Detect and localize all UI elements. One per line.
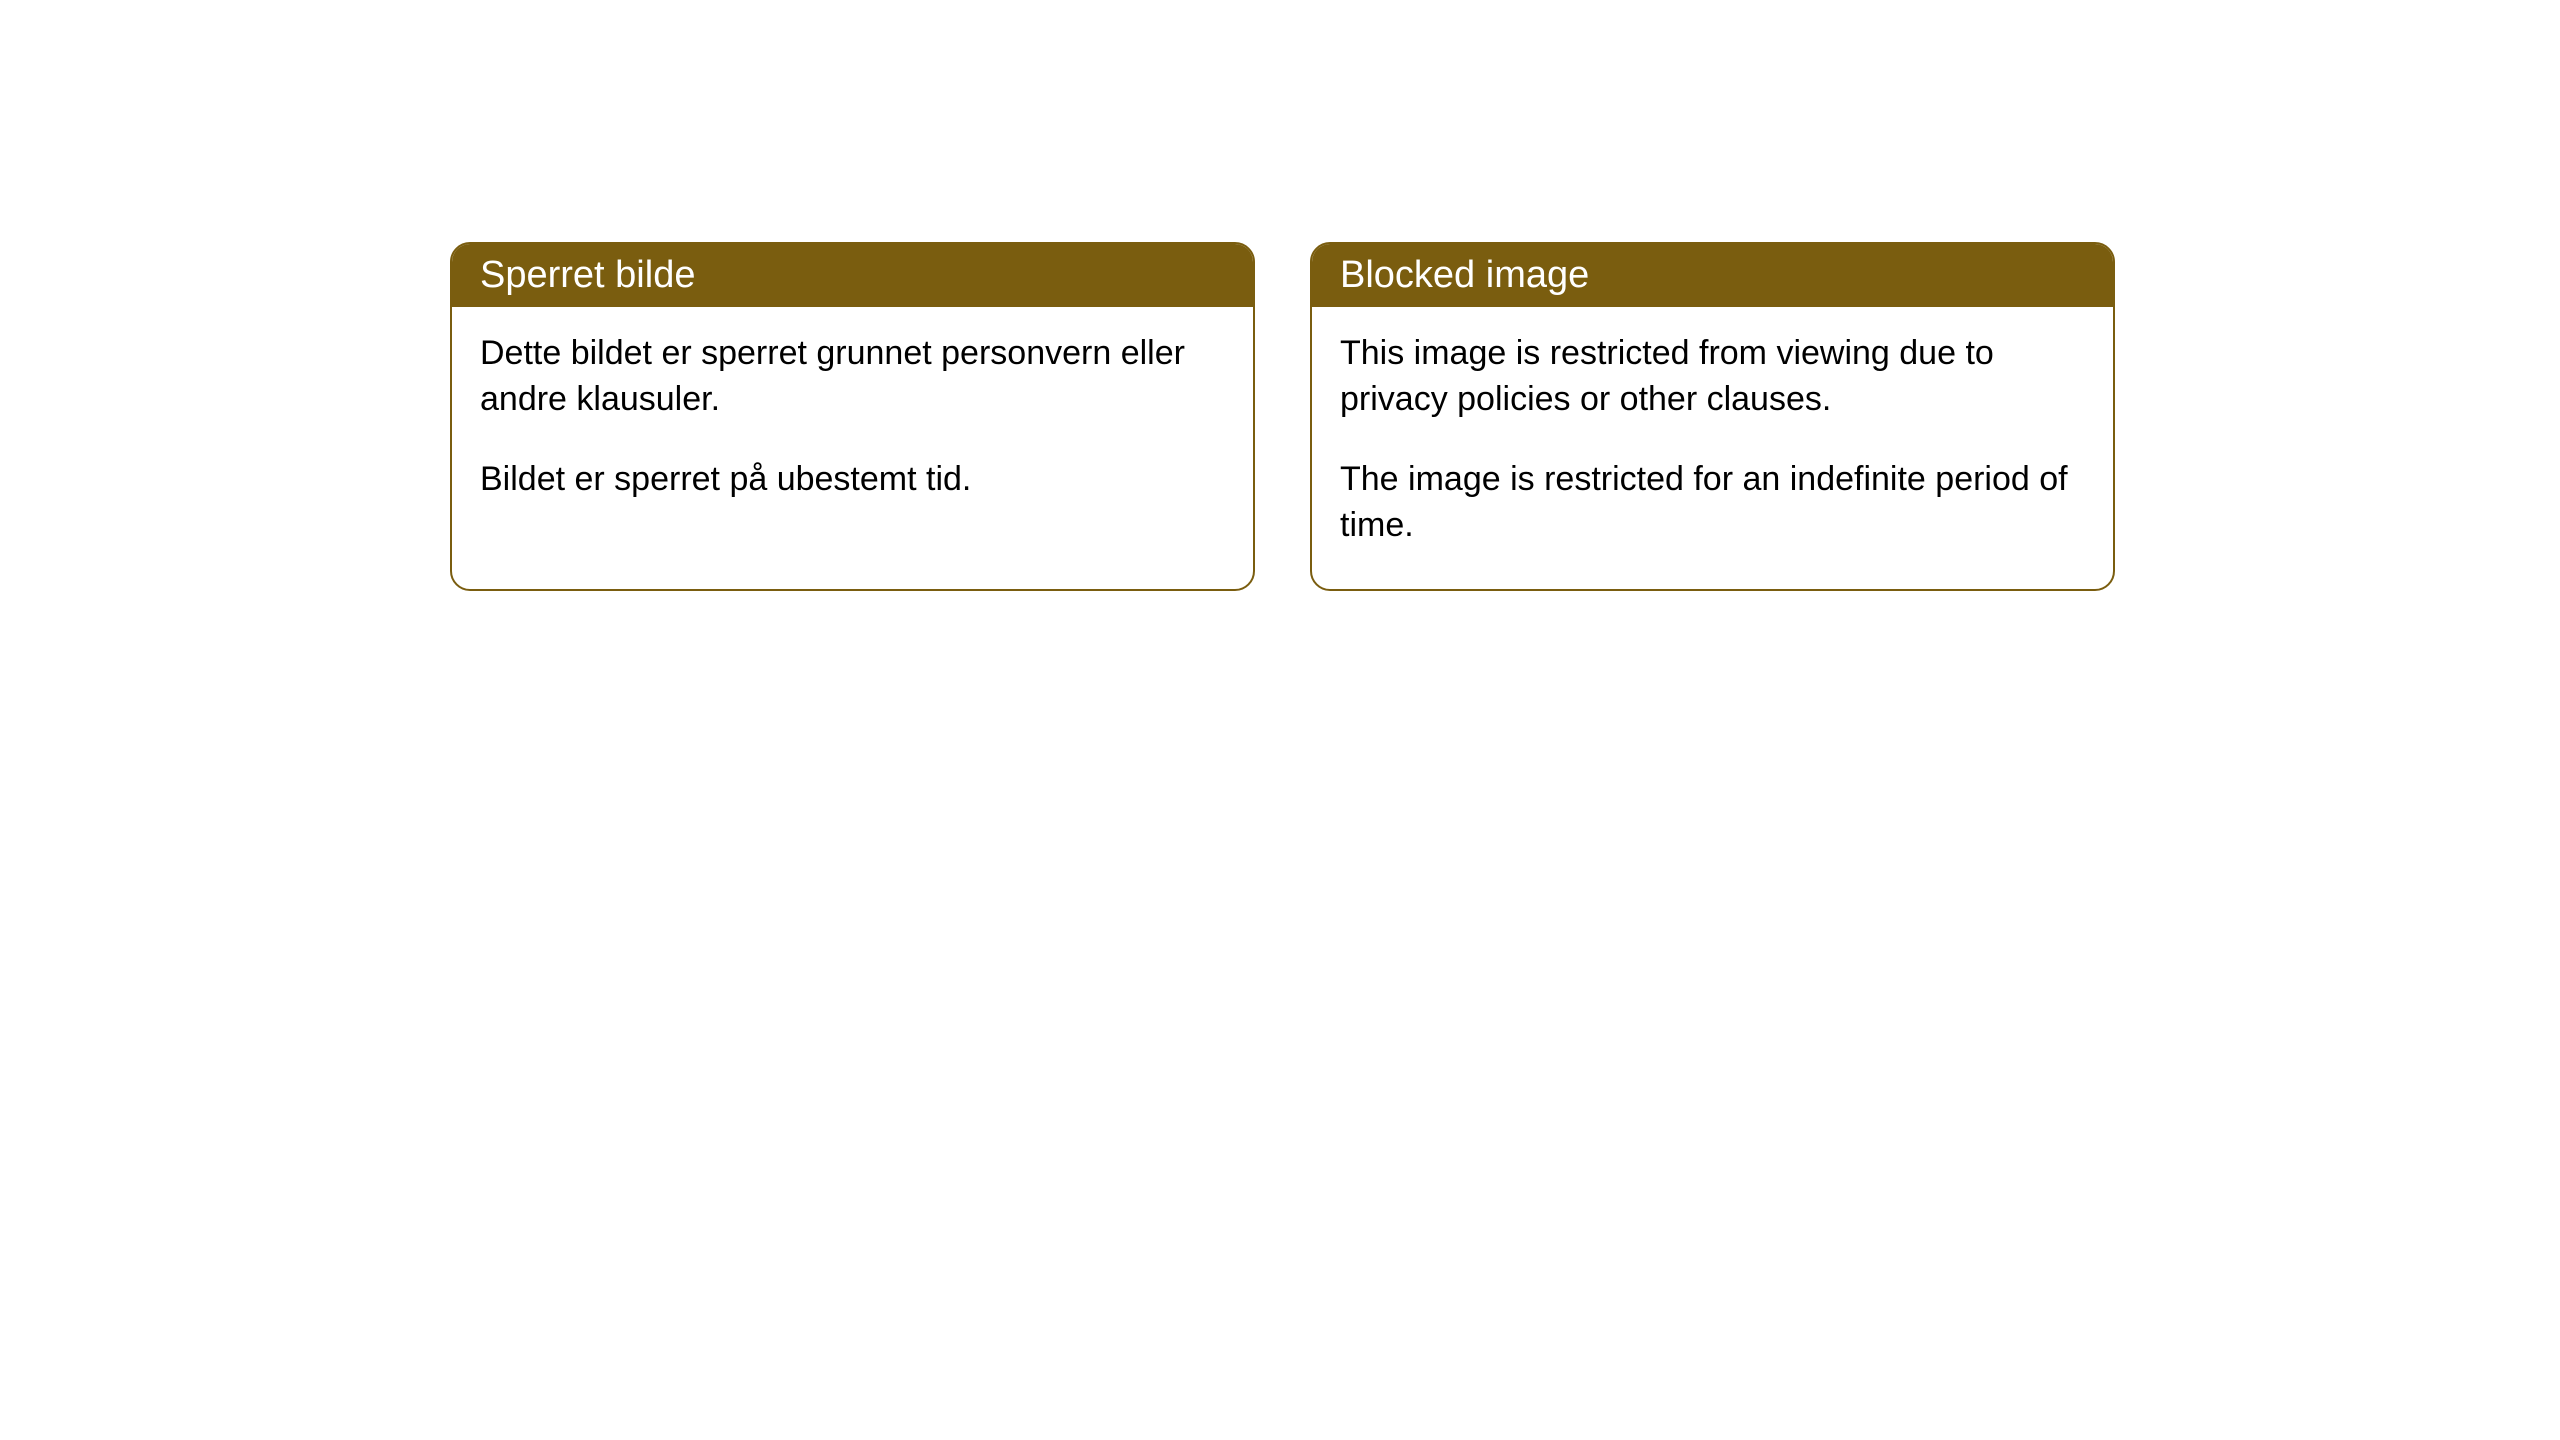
card-text-no-1: Dette bildet er sperret grunnet personve… bbox=[480, 331, 1225, 423]
card-header-en: Blocked image bbox=[1312, 244, 2113, 307]
card-body-en: This image is restricted from viewing du… bbox=[1312, 307, 2113, 589]
cards-container: Sperret bilde Dette bildet er sperret gr… bbox=[0, 0, 2560, 591]
blocked-image-card-no: Sperret bilde Dette bildet er sperret gr… bbox=[450, 242, 1255, 591]
card-body-no: Dette bildet er sperret grunnet personve… bbox=[452, 307, 1253, 543]
card-header-no: Sperret bilde bbox=[452, 244, 1253, 307]
card-text-en-2: The image is restricted for an indefinit… bbox=[1340, 457, 2085, 549]
card-text-en-1: This image is restricted from viewing du… bbox=[1340, 331, 2085, 423]
card-text-no-2: Bildet er sperret på ubestemt tid. bbox=[480, 457, 1225, 503]
blocked-image-card-en: Blocked image This image is restricted f… bbox=[1310, 242, 2115, 591]
